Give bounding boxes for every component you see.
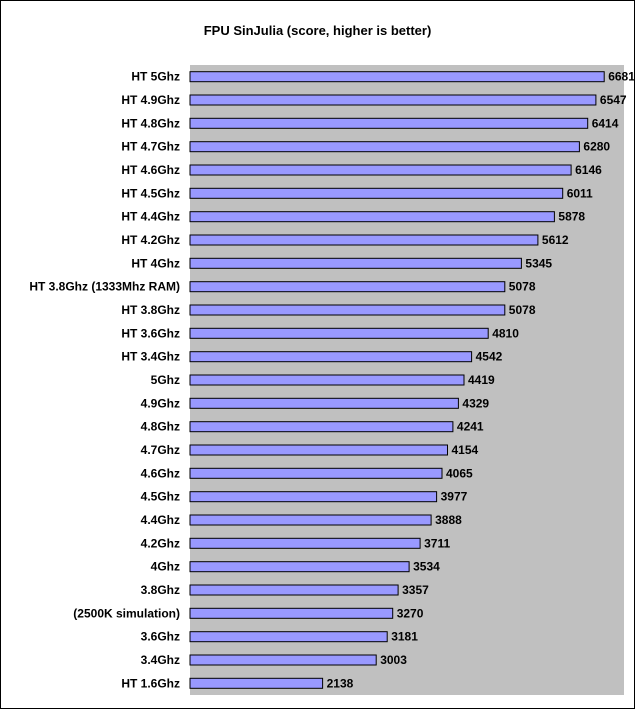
value-label: 3534 xyxy=(413,560,440,574)
bar xyxy=(189,654,377,666)
category-label: HT 4.9Ghz xyxy=(121,93,180,107)
bar xyxy=(189,281,506,293)
bar xyxy=(189,211,555,223)
bar xyxy=(189,561,410,573)
category-label: 4.6Ghz xyxy=(141,466,180,480)
value-label: 5878 xyxy=(558,210,585,224)
category-label: 4.8Ghz xyxy=(141,420,180,434)
value-label: 5078 xyxy=(509,280,536,294)
bar xyxy=(189,374,465,386)
bar xyxy=(189,467,443,479)
value-label: 4065 xyxy=(446,466,473,480)
value-label: 6280 xyxy=(583,140,610,154)
category-label: 5Ghz xyxy=(151,373,180,387)
value-label: 3888 xyxy=(435,513,462,527)
category-label: HT 4.2Ghz xyxy=(121,233,180,247)
value-label: 3977 xyxy=(441,490,468,504)
value-label: 6681 xyxy=(608,70,635,84)
category-label: 4.2Ghz xyxy=(141,536,180,550)
value-label: 4810 xyxy=(492,326,519,340)
bar xyxy=(189,257,522,269)
bar xyxy=(189,304,506,316)
value-label: 6414 xyxy=(592,116,619,130)
category-label: 4.7Ghz xyxy=(141,443,180,457)
value-label: 4542 xyxy=(476,350,503,364)
value-label: 4154 xyxy=(452,443,479,457)
bar xyxy=(189,234,539,246)
category-label: HT 4.5Ghz xyxy=(121,186,180,200)
category-label: (2500K simulation) xyxy=(73,606,180,620)
category-label: HT 3.8Ghz xyxy=(121,303,180,317)
bar xyxy=(189,164,572,176)
category-label: 4.4Ghz xyxy=(141,513,180,527)
chart-title: FPU SinJulia (score, higher is better) xyxy=(203,23,432,38)
value-label: 6547 xyxy=(600,93,627,107)
bar xyxy=(189,421,454,433)
value-label: 5345 xyxy=(525,256,552,270)
value-label: 2138 xyxy=(327,676,354,690)
bar xyxy=(189,141,580,153)
value-label: 4241 xyxy=(457,420,484,434)
value-label: 4329 xyxy=(462,396,489,410)
value-label: 3270 xyxy=(397,606,424,620)
value-label: 6011 xyxy=(567,186,593,200)
value-label: 3357 xyxy=(402,583,429,597)
category-label: HT 1.6Ghz xyxy=(121,676,180,690)
bar xyxy=(189,117,589,129)
value-label: 3711 xyxy=(424,536,450,550)
category-label: HT 3.4Ghz xyxy=(121,350,180,364)
value-label: 6146 xyxy=(575,163,602,177)
bar xyxy=(189,444,448,456)
category-label: HT 4.8Ghz xyxy=(121,116,180,130)
value-label: 3181 xyxy=(391,630,418,644)
category-label: HT 4.6Ghz xyxy=(121,163,180,177)
value-label: 3003 xyxy=(380,653,407,667)
bar xyxy=(189,397,459,409)
value-label: 5078 xyxy=(509,303,536,317)
category-label: HT 3.8Ghz (1333Mhz RAM) xyxy=(29,280,180,294)
bar xyxy=(189,94,597,106)
category-label: HT 4.4Ghz xyxy=(121,210,180,224)
category-label: 3.8Ghz xyxy=(141,583,180,597)
bar xyxy=(189,514,432,526)
bar xyxy=(189,187,564,199)
bar xyxy=(189,631,388,643)
bar xyxy=(189,327,489,339)
bar xyxy=(189,677,324,689)
bar xyxy=(189,491,438,503)
category-label: 4.9Ghz xyxy=(141,396,180,410)
bar xyxy=(189,607,394,619)
category-label: HT 5Ghz xyxy=(131,70,180,84)
category-label: 4.5Ghz xyxy=(141,490,180,504)
category-label: HT 4Ghz xyxy=(131,256,180,270)
category-label: 4Ghz xyxy=(151,560,180,574)
category-label: 3.4Ghz xyxy=(141,653,180,667)
bar xyxy=(189,351,473,363)
category-label: HT 4.7Ghz xyxy=(121,140,180,154)
bar xyxy=(189,71,605,83)
category-label: 3.6Ghz xyxy=(141,630,180,644)
value-label: 5612 xyxy=(542,233,569,247)
value-label: 4419 xyxy=(468,373,495,387)
bar xyxy=(189,584,399,596)
category-label: HT 3.6Ghz xyxy=(121,326,180,340)
bar xyxy=(189,537,421,549)
